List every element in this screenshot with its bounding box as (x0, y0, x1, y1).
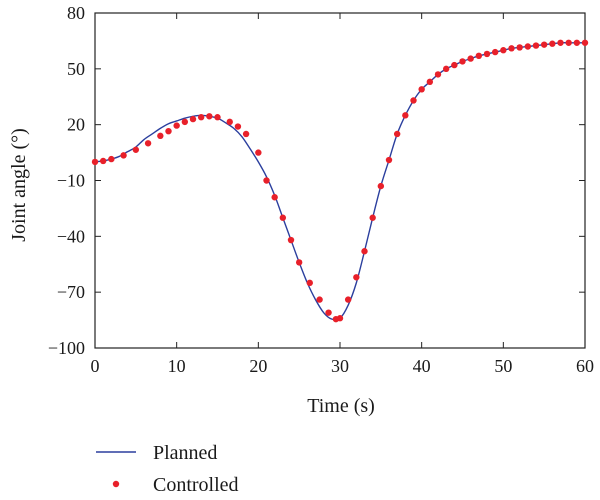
legend-swatch-controlled (112, 480, 120, 488)
data-point-controlled (316, 296, 323, 303)
data-point-controlled (426, 78, 434, 86)
data-point-controlled (226, 118, 233, 126)
data-point-controlled (206, 113, 213, 120)
data-point-controlled (189, 115, 197, 123)
data-point-controlled (434, 71, 442, 78)
x-tick-label: 50 (494, 356, 512, 376)
legend: Planned Controlled (96, 442, 239, 496)
data-point-controlled (271, 194, 278, 201)
data-point-controlled (242, 130, 250, 138)
y-axis-label: Joint angle (°) (8, 128, 30, 242)
data-point-controlled (516, 44, 523, 51)
data-point-controlled (459, 58, 466, 65)
data-point-controlled (255, 149, 262, 156)
data-point-controlled (353, 274, 360, 281)
data-point-controlled (410, 97, 417, 104)
data-point-controlled (214, 114, 221, 121)
data-point-controlled (500, 47, 507, 54)
data-point-controlled (581, 39, 589, 46)
data-point-controlled (467, 55, 474, 62)
data-point-controlled (263, 177, 270, 184)
data-point-controlled (418, 86, 425, 93)
x-tick-label: 20 (249, 356, 267, 376)
y-tick-label: −10 (57, 171, 85, 191)
y-tick-label: −100 (48, 338, 85, 358)
data-point-controlled (549, 40, 556, 47)
data-point-controlled (120, 152, 127, 159)
data-point-controlled (540, 41, 548, 48)
data-point-controlled (475, 52, 483, 60)
data-point-controlled (565, 39, 572, 46)
data-point-controlled (524, 43, 532, 50)
data-point-controlled (165, 127, 172, 135)
plot-frame (94, 12, 586, 349)
x-tick-label: 10 (168, 356, 186, 376)
data-point-controlled (532, 42, 540, 49)
data-point-controlled (377, 182, 385, 190)
x-tick-label: 0 (91, 356, 100, 376)
legend-label-planned: Planned (153, 442, 217, 464)
x-tick-label: 60 (576, 356, 594, 376)
data-point-controlled (91, 158, 99, 166)
data-point-controlled (336, 315, 344, 322)
data-point-controlled (325, 309, 332, 316)
data-point-controlled (442, 65, 450, 73)
data-point-controlled (557, 39, 564, 46)
data-point-controlled (369, 214, 376, 221)
data-point-controlled (144, 140, 152, 147)
plot-area: 0 10 20 30 40 50 60 80 50 20 −10 −40 −70 −100 (48, 3, 594, 376)
data-point-controlled (451, 61, 458, 69)
data-point-controlled (385, 156, 393, 164)
x-axis-label: Time (s) (307, 395, 375, 417)
legend-label-controlled: Controlled (153, 474, 239, 496)
y-tick-label: 50 (67, 59, 85, 79)
data-point-controlled (99, 157, 107, 165)
data-point-controlled (306, 279, 313, 287)
data-point-controlled (181, 118, 189, 126)
data-point-controlled (573, 39, 581, 46)
data-point-controlled (491, 48, 499, 56)
data-point-controlled (402, 112, 409, 119)
data-point-controlled (108, 155, 115, 163)
data-point-controlled (234, 123, 242, 130)
y-tick-label: 80 (67, 3, 85, 23)
data-point-controlled (393, 130, 401, 138)
data-point-controlled (279, 214, 287, 221)
data-point-controlled (344, 296, 352, 303)
data-point-controlled (295, 259, 303, 266)
data-point-controlled (483, 50, 491, 58)
data-point-controlled (197, 114, 205, 121)
data-point-controlled (173, 122, 180, 129)
data-point-controlled (508, 45, 515, 52)
series-line-planned (94, 42, 585, 321)
data-point-controlled (132, 146, 140, 153)
data-point-controlled (157, 132, 164, 140)
x-tick-label: 30 (331, 356, 349, 376)
y-tick-label: 20 (67, 115, 85, 135)
x-tick-label: 40 (413, 356, 431, 376)
y-tick-label: −40 (57, 226, 85, 246)
data-point-controlled (287, 236, 295, 244)
data-point-controlled (361, 248, 368, 255)
y-tick-label: −70 (57, 282, 85, 302)
